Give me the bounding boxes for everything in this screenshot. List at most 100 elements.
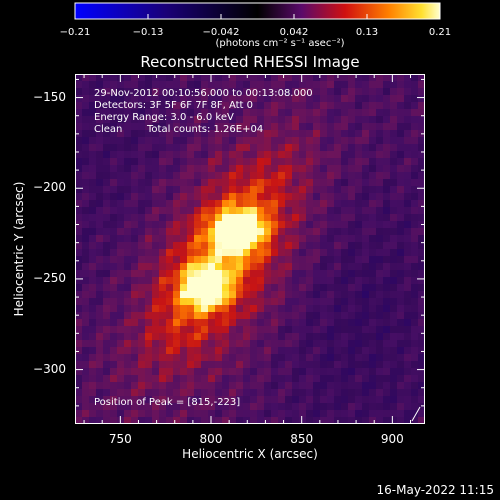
- heatmap-cell: [110, 417, 118, 424]
- heatmap-cell: [383, 375, 391, 383]
- heatmap-cell: [215, 214, 223, 222]
- heatmap-cell: [285, 319, 293, 327]
- heatmap-cell: [201, 291, 209, 299]
- heatmap-cell: [166, 319, 174, 327]
- heatmap-cell: [320, 333, 328, 341]
- heatmap-cell: [110, 228, 118, 236]
- heatmap-cell: [355, 263, 363, 271]
- heatmap-cell: [362, 144, 370, 152]
- heatmap-cell: [243, 347, 251, 355]
- heatmap-cell: [82, 123, 90, 131]
- heatmap-cell: [110, 361, 118, 369]
- heatmap-cell: [376, 263, 384, 271]
- heatmap-cell: [257, 221, 265, 229]
- heatmap-cell: [264, 123, 272, 131]
- heatmap-cell: [159, 305, 167, 313]
- heatmap-cell: [82, 179, 90, 187]
- heatmap-cell: [404, 305, 412, 313]
- heatmap-cell: [418, 263, 425, 271]
- heatmap-cell: [404, 186, 412, 194]
- heatmap-cell: [257, 81, 265, 89]
- heatmap-cell: [320, 375, 328, 383]
- heatmap-cell: [355, 375, 363, 383]
- heatmap-cell: [362, 263, 370, 271]
- heatmap-cell: [320, 249, 328, 257]
- heatmap-cell: [173, 193, 181, 201]
- heatmap-cell: [397, 382, 405, 390]
- heatmap-cell: [222, 375, 230, 383]
- heatmap-cell: [103, 375, 111, 383]
- x-tick-label: 850: [290, 432, 314, 446]
- heatmap-cell: [131, 340, 139, 348]
- heatmap-cell: [390, 347, 398, 355]
- heatmap-cell: [369, 417, 377, 424]
- heatmap-cell: [110, 158, 118, 166]
- heatmap-cell: [355, 382, 363, 390]
- heatmap-cell: [229, 270, 237, 278]
- heatmap-cell: [313, 151, 321, 159]
- heatmap-cell: [138, 354, 146, 362]
- heatmap-cell: [397, 81, 405, 89]
- heatmap-cell: [369, 144, 377, 152]
- heatmap-cell: [208, 186, 216, 194]
- heatmap-cell: [110, 214, 118, 222]
- heatmap-cell: [166, 242, 174, 250]
- heatmap-cell: [89, 361, 97, 369]
- heatmap-cell: [362, 249, 370, 257]
- heatmap-cell: [292, 214, 300, 222]
- heatmap-cell: [117, 291, 125, 299]
- heatmap-cell: [348, 396, 356, 404]
- heatmap-cell: [180, 242, 188, 250]
- heatmap-cell: [390, 242, 398, 250]
- heatmap-cell: [215, 123, 223, 131]
- heatmap-cell: [145, 193, 153, 201]
- heatmap-cell: [306, 249, 314, 257]
- y-axis-label: Heliocentric Y (arcsec): [12, 181, 26, 317]
- heatmap-cell: [411, 158, 419, 166]
- heatmap-cell: [166, 130, 174, 138]
- heatmap-cell: [201, 158, 209, 166]
- heatmap-cell: [369, 116, 377, 124]
- heatmap-cell: [292, 389, 300, 397]
- heatmap-cell: [103, 256, 111, 264]
- heatmap-cell: [173, 298, 181, 306]
- heatmap-cell: [243, 123, 251, 131]
- heatmap-cell: [82, 368, 90, 376]
- heatmap-cell: [334, 389, 342, 397]
- heatmap-cell: [250, 249, 258, 257]
- heatmap-cell: [103, 165, 111, 173]
- heatmap-cell: [236, 361, 244, 369]
- heatmap-cell: [152, 361, 160, 369]
- heatmap-cell: [236, 347, 244, 355]
- heatmap-cell: [341, 151, 349, 159]
- heatmap-cell: [348, 319, 356, 327]
- heatmap-cell: [404, 361, 412, 369]
- heatmap-cell: [341, 410, 349, 418]
- heatmap-cell: [82, 249, 90, 257]
- heatmap-cell: [229, 81, 237, 89]
- heatmap-cell: [152, 242, 160, 250]
- heatmap-cell: [236, 193, 244, 201]
- heatmap-cell: [138, 74, 146, 82]
- heatmap-cell: [82, 221, 90, 229]
- heatmap-cell: [222, 214, 230, 222]
- heatmap-cell: [334, 116, 342, 124]
- heatmap-cell: [327, 319, 335, 327]
- heatmap-cell: [208, 102, 216, 110]
- annotation-detectors: Detectors: 3F 5F 6F 7F 8F, Att 0: [94, 100, 254, 111]
- heatmap-cell: [271, 235, 279, 243]
- heatmap-cell: [110, 263, 118, 271]
- heatmap-cell: [75, 81, 83, 89]
- heatmap-cell: [376, 74, 384, 82]
- heatmap-cell: [397, 354, 405, 362]
- heatmap-cell: [355, 179, 363, 187]
- annotation-total-counts: Total counts: 1.26E+04: [147, 124, 264, 135]
- heatmap-cell: [110, 256, 118, 264]
- heatmap-cell: [292, 172, 300, 180]
- heatmap-cell: [348, 123, 356, 131]
- heatmap-cell: [96, 172, 104, 180]
- heatmap-cell: [369, 235, 377, 243]
- heatmap-cell: [355, 340, 363, 348]
- heatmap-cell: [124, 221, 132, 229]
- heatmap-cell: [187, 228, 195, 236]
